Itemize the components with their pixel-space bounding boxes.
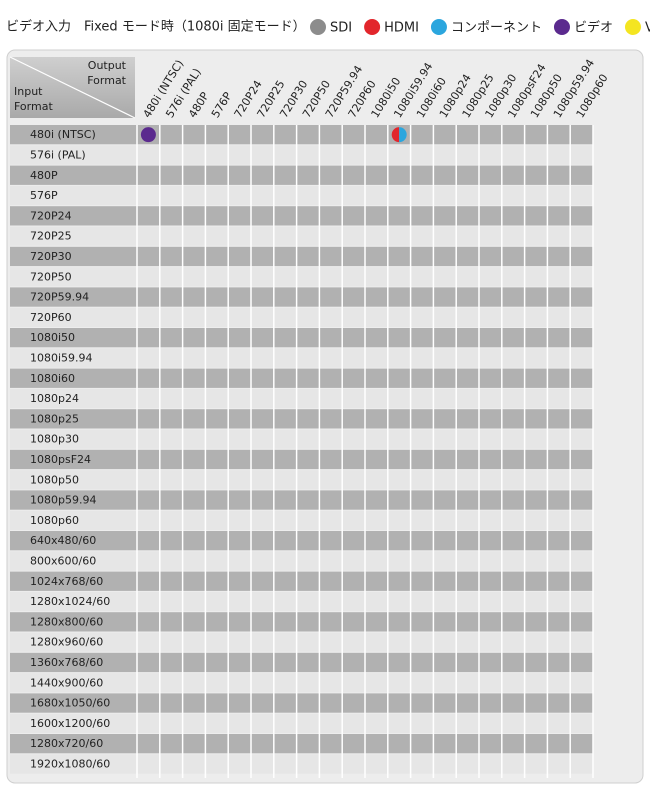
signal-marker-part	[391, 127, 400, 143]
row-label: 1280x1024/60	[30, 595, 110, 608]
signal-marker	[140, 127, 156, 143]
row-label: 1080p24	[30, 392, 79, 405]
legend-label: HDMI	[384, 21, 419, 36]
row-band	[10, 165, 593, 185]
legend-label: VGA	[645, 21, 650, 36]
row-label: 1024x768/60	[30, 575, 103, 588]
row-label: 720P24	[30, 209, 72, 222]
row-label: 1080p60	[30, 514, 79, 527]
row-label: 1280x720/60	[30, 737, 103, 750]
row-band	[10, 287, 593, 307]
row-label: 1360x768/60	[30, 656, 103, 669]
row-label: 1600x1200/60	[30, 717, 110, 730]
row-label: 720P30	[30, 250, 72, 263]
signal-marker-part	[399, 127, 407, 143]
row-band	[10, 734, 593, 754]
row-label: 1920x1080/60	[30, 757, 110, 770]
legend-swatch	[624, 19, 641, 35]
row-label: 1680x1050/60	[30, 697, 110, 710]
corner-diagonal	[9, 56, 136, 119]
row-label: 1080i60	[30, 372, 75, 385]
row-band	[10, 307, 593, 327]
row-band	[10, 551, 593, 571]
row-band	[10, 713, 593, 733]
row-label: 720P25	[30, 230, 72, 243]
row-band	[10, 185, 593, 206]
row-band	[10, 206, 593, 226]
row-label: 1080p30	[30, 433, 79, 446]
legend-swatch	[553, 19, 570, 35]
row-label: 480i (NTSC)	[30, 128, 96, 141]
row-band	[10, 246, 593, 267]
row-label: 1440x900/60	[30, 676, 103, 689]
row-label: 1080i59.94	[30, 351, 93, 364]
row-band	[10, 510, 593, 530]
row-band	[10, 571, 593, 591]
row-label: 720P60	[30, 311, 72, 324]
row-band	[10, 673, 593, 693]
row-band	[10, 652, 593, 673]
row-label: 1080p59.94	[30, 494, 96, 507]
row-label: 1080i50	[30, 331, 75, 344]
row-label: 480P	[30, 169, 58, 182]
row-label: 576i (PAL)	[30, 148, 86, 161]
row-label: 1080p50	[30, 473, 79, 486]
row-label: 576P	[30, 189, 58, 202]
corner-output: Output Format	[87, 59, 126, 87]
row-label: 1080psF24	[30, 453, 91, 466]
row-band	[10, 125, 593, 145]
row-band	[10, 368, 593, 388]
row-band	[10, 267, 593, 287]
row-band	[10, 388, 593, 409]
title: ビデオ入力 Fixed モード時（1080i 固定モード）	[6, 19, 306, 35]
row-band	[10, 409, 593, 429]
row-label: 1080p25	[30, 412, 79, 425]
row-band	[10, 754, 593, 774]
legend-label: ビデオ	[574, 20, 613, 36]
row-band	[10, 591, 593, 612]
row-label: 1280x960/60	[30, 636, 103, 649]
row-label: 720P50	[30, 270, 72, 283]
legend-swatch	[310, 19, 326, 35]
row-band	[10, 490, 593, 510]
legend-label: コンポーネント	[451, 21, 542, 36]
row-band	[10, 348, 593, 368]
row-label: 800x600/60	[30, 554, 96, 567]
row-band	[10, 328, 593, 348]
row-band	[10, 693, 593, 713]
row-label: 1280x800/60	[30, 615, 103, 628]
corner-input: Input Format	[14, 85, 53, 113]
row-band	[10, 226, 593, 246]
legend-swatch	[430, 19, 447, 35]
row-label: 640x480/60	[30, 534, 96, 547]
row-band	[10, 449, 593, 470]
row-band	[10, 612, 593, 632]
row-band	[10, 632, 593, 652]
row-band	[10, 470, 593, 490]
legend-label: SDI	[330, 21, 352, 36]
row-band	[10, 145, 593, 165]
legend-swatch	[364, 19, 381, 35]
row-label: 720P59.94	[30, 291, 89, 304]
row-band	[10, 531, 593, 551]
row-band	[10, 429, 593, 449]
